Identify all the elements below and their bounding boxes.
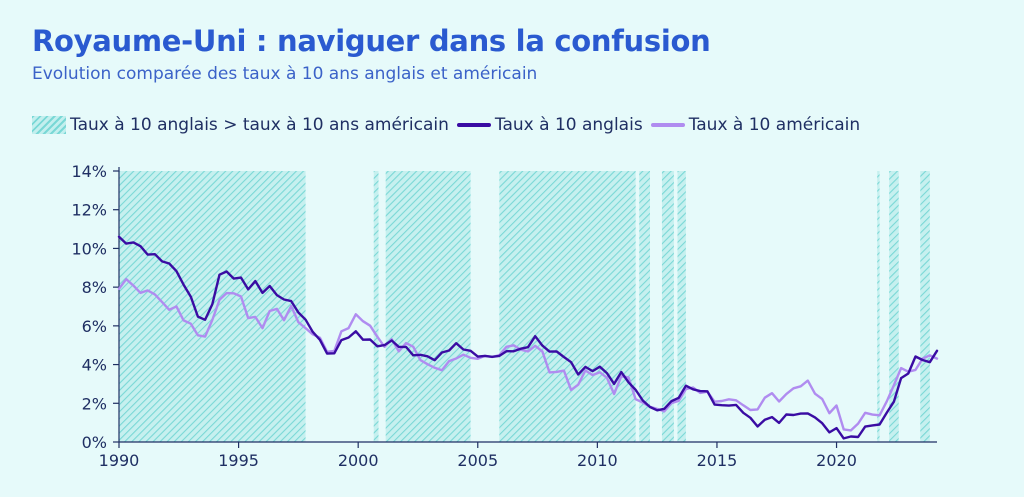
series-line-uk (117, 235, 939, 440)
shaded-period-5 (661, 171, 674, 442)
legend: Taux à 10 anglais > taux à 10 ans améric… (32, 114, 868, 136)
legend-swatch-shaded (32, 116, 66, 134)
y-tick-label: 0% (82, 433, 107, 452)
y-tick-label: 6% (82, 317, 107, 336)
shaded-periods (119, 171, 930, 442)
legend-label-us: Taux à 10 américain (688, 115, 861, 135)
shaded-period-9 (920, 171, 930, 442)
shaded-period-4 (639, 171, 650, 442)
y-tick-label: 4% (82, 356, 107, 375)
x-tick-label: 1995 (218, 451, 259, 470)
legend-label-uk: Taux à 10 anglais (494, 115, 643, 135)
y-tick-label: 14% (71, 162, 107, 181)
x-tick-label: 1990 (99, 451, 140, 470)
x-tick-label: 2000 (338, 451, 379, 470)
series-lines (117, 235, 939, 440)
chart-subtitle: Evolution comparée des taux à 10 ans ang… (32, 64, 538, 84)
legend-item-uk: Taux à 10 anglais (456, 115, 643, 135)
shaded-period-7 (877, 171, 880, 442)
axes: 0% 2% 4% 6% 8% 10% 12% 14% 1990 1995 2000 2005 2010 2… (71, 162, 937, 470)
shaded-period-3 (499, 171, 636, 442)
legend-item-shaded: Taux à 10 anglais > taux à 10 ans améric… (32, 115, 449, 135)
shaded-period-8 (889, 171, 899, 442)
legend-label-shaded: Taux à 10 anglais > taux à 10 ans améric… (70, 115, 449, 135)
x-tick-label: 2015 (697, 451, 738, 470)
shaded-period-2 (385, 171, 471, 442)
y-tick-label: 8% (82, 278, 107, 297)
x-tick-label: 2010 (577, 451, 618, 470)
shaded-period-6 (677, 171, 686, 442)
series-line-us (117, 277, 939, 432)
shaded-period-1 (373, 171, 379, 442)
x-tick-label: 2005 (457, 451, 498, 470)
legend-swatch-uk (456, 123, 491, 127)
legend-item-us: Taux à 10 américain (650, 115, 861, 135)
y-tick-label: 12% (71, 201, 107, 220)
y-tick-label: 10% (71, 239, 107, 258)
chart-title: Royaume-Uni : naviguer dans la confusion (32, 24, 711, 58)
legend-swatch-us (650, 123, 685, 127)
y-tick-label: 2% (82, 394, 107, 413)
x-tick-label: 2020 (816, 451, 857, 470)
